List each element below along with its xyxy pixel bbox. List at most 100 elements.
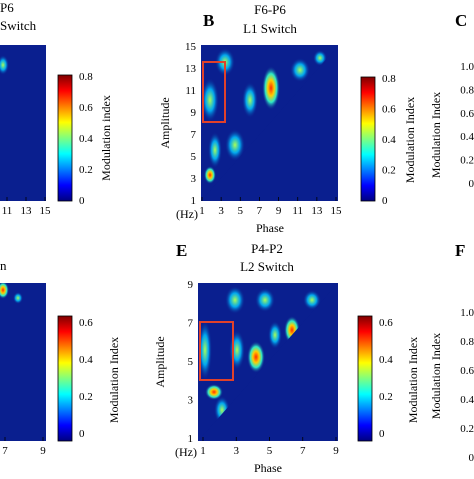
panel-b-colorbar-tick: 0.4 — [382, 134, 396, 146]
panel-e-colorbar-tick: 0.2 — [379, 391, 393, 403]
panel-d-colorbar-tick: 0.2 — [79, 391, 93, 403]
panel-e-letter: E — [176, 241, 187, 260]
panel-e-colorbar-tick: 0 — [379, 428, 385, 440]
panel-f: F 1.0 0.8 0.6 0.4 0.2 0 Modulation Index — [429, 241, 474, 464]
panel-a-colorbar-tick: 0 — [79, 195, 85, 207]
panel-b-hotspot — [208, 132, 222, 168]
panel-c-colorbar-label: Modulation Index — [429, 92, 443, 178]
panel-e-hotspot — [255, 288, 275, 312]
panel-e-ytick-label: 1 — [188, 433, 194, 445]
panel-c-colorbar-tick: 0.6 — [460, 108, 474, 120]
panel-f-colorbar-tick: 0.6 — [460, 365, 474, 377]
panel-b-xtick-label: 9 — [276, 205, 282, 217]
panel-b-ytick-label: 1 — [191, 195, 197, 207]
panel-c-colorbar-tick: 0.8 — [460, 84, 474, 96]
panel-d-title: n — [0, 258, 7, 273]
panel-b-ytick-label: 3 — [191, 173, 197, 185]
panel-e-colorbar — [358, 316, 372, 441]
panel-b-xtick-label: 13 — [311, 205, 323, 217]
panel-e-colorbar-tick: 0.4 — [379, 354, 393, 366]
panel-c-colorbar-tick: 0 — [469, 178, 474, 190]
panel-e-title-line1: P4-P2 — [251, 241, 283, 256]
panel-b-colorbar-tick: 0 — [382, 195, 388, 207]
panel-b-colorbar — [361, 77, 375, 201]
panel-b-xtick-label: 11 — [292, 205, 303, 217]
panel-e-hotspot — [247, 341, 265, 373]
panel-b-colorbar-tick: 0.6 — [382, 104, 396, 116]
panel-d-colorbar — [58, 316, 72, 441]
panel-c-colorbar-tick: 0.2 — [460, 155, 474, 167]
panel-d-xtick-label: 9 — [40, 445, 46, 457]
panel-d-colorbar-tick: 0.6 — [79, 317, 93, 329]
panel-d-colorbar-tick: 0 — [79, 428, 85, 440]
panel-b-ytick-label: 13 — [185, 63, 197, 75]
panel-b-xlabel: Phase — [256, 221, 284, 235]
panel-e-ylabel: Amplitude — [153, 336, 167, 387]
panel-b-colorbar-label: Modulation Index — [403, 97, 417, 183]
panel-f-colorbar-tick: 1.0 — [460, 307, 474, 319]
panel-e-title-line2: L2 Switch — [240, 259, 294, 274]
panel-e-xtick-label: 3 — [234, 445, 240, 457]
panel-a-xtick-label: 15 — [40, 205, 52, 217]
panel-f-colorbar-tick: 0 — [469, 452, 474, 464]
panel-d-hotspot — [13, 292, 23, 304]
panel-e-xtick-label: 9 — [333, 445, 339, 457]
panel-f-letter: F — [455, 241, 465, 260]
panel-e-ytick-label: 3 — [188, 395, 194, 407]
panel-b-colorbar-tick: 0.2 — [382, 165, 396, 177]
panel-d-plot-area — [0, 283, 46, 441]
panel-f-colorbar-label: Modulation Index — [429, 333, 443, 419]
panel-a-colorbar-tick: 0.2 — [79, 164, 93, 176]
panel-f-colorbar-tick: 0.4 — [460, 394, 474, 406]
panel-a-title-line1: P6 — [0, 0, 14, 15]
panel-e-xtick-label: 1 — [200, 445, 206, 457]
panel-b-ytick-label: 9 — [191, 107, 197, 119]
panel-b-unit-label: (Hz) — [176, 207, 198, 221]
panel-b-letter: B — [203, 11, 214, 30]
panel-b-ytick-label: 5 — [191, 151, 197, 163]
panel-b-xtick-label: 7 — [257, 205, 263, 217]
panel-c: C 1.0 0.8 0.6 0.4 0.2 0 Modulation Index — [429, 11, 474, 190]
panel-e-xlabel: Phase — [254, 461, 282, 474]
panel-b-hotspot — [290, 58, 310, 82]
panel-b-xtick-label: 1 — [199, 205, 205, 217]
panel-e-xtick-label: 5 — [267, 445, 273, 457]
panel-e-ytick-label: 7 — [188, 318, 194, 330]
panel-c-colorbar-tick: 1.0 — [460, 61, 474, 73]
panel-e-colorbar-tick: 0.6 — [379, 317, 393, 329]
panel-b-xtick-label: 15 — [331, 205, 343, 217]
panel-e-ytick-label: 9 — [188, 279, 194, 291]
panel-b-title-line2: L1 Switch — [243, 21, 297, 36]
panel-b-ytick-label: 15 — [185, 41, 197, 53]
panel-a-colorbar — [58, 75, 72, 201]
panel-e-unit-label: (Hz) — [175, 445, 197, 459]
panel-b-title-line1: F6-P6 — [254, 2, 286, 17]
panel-a-xtick-label: 13 — [21, 205, 33, 217]
panel-b-ylabel: Amplitude — [158, 97, 172, 148]
panel-b-hotspot — [242, 82, 258, 118]
panel-b-xtick-label: 5 — [238, 205, 244, 217]
panel-a-colorbar-tick: 0.4 — [79, 133, 93, 145]
panel-d-colorbar-tick: 0.4 — [79, 354, 93, 366]
panel-a-colorbar-tick: 0.6 — [79, 102, 93, 114]
panel-c-colorbar-tick: 0.4 — [460, 131, 474, 143]
panel-b-colorbar-tick: 0.8 — [382, 73, 396, 85]
panel-f-colorbar-tick: 0.2 — [460, 423, 474, 435]
panel-b-xtick-label: 3 — [218, 205, 224, 217]
panel-b-ytick-label: 11 — [185, 85, 196, 97]
panel-c-letter: C — [455, 11, 467, 30]
panel-b-hotspot — [204, 166, 216, 184]
panel-a-title-line2: Switch — [0, 18, 37, 33]
panel-f-colorbar-tick: 0.8 — [460, 336, 474, 348]
panel-a-colorbar-label: Modulation index — [99, 95, 113, 181]
panel-e-xtick-label: 7 — [300, 445, 306, 457]
panel-a-xtick-label: 11 — [2, 205, 13, 217]
panel-e-hotspot — [229, 330, 245, 370]
panel-d-colorbar-label: Modulation Index — [107, 337, 121, 423]
